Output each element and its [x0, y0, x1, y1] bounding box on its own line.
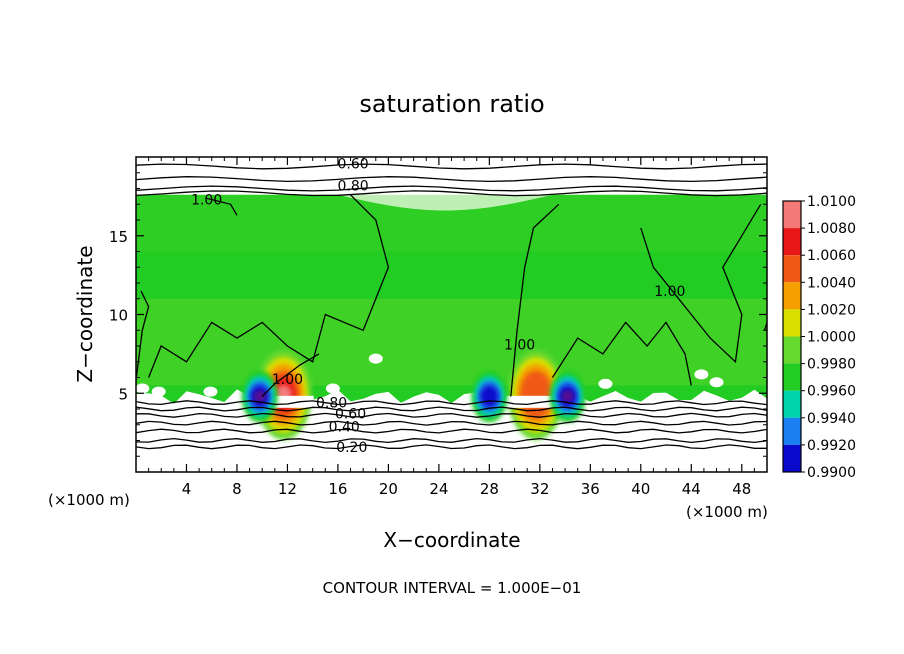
contour-label: 0.60: [335, 407, 366, 423]
x-tick-label: 20: [379, 480, 398, 498]
lower-contour: [136, 437, 767, 444]
x-tick-label: 44: [682, 480, 701, 498]
colorbar-label: 0.9920: [807, 438, 856, 454]
lower-contour: [136, 444, 767, 450]
contour-label: 1.00: [654, 284, 685, 300]
x-tick-label: 16: [328, 480, 347, 498]
contour-one: [510, 203, 560, 397]
colorbar-label: 1.0040: [807, 275, 856, 291]
colorbar-label: 0.9980: [807, 357, 856, 373]
colorbar-label: 0.9900: [807, 465, 856, 481]
x-tick-label: 40: [631, 480, 650, 498]
x-axis-label: X−coordinate: [383, 528, 520, 552]
dry-patch: [151, 386, 166, 397]
dry-patch: [709, 377, 724, 388]
colorbar-swatch: [783, 255, 801, 283]
saturated-layer: [136, 194, 767, 404]
x-tick-label: 12: [278, 480, 297, 498]
colorbar-label: 1.0060: [807, 248, 856, 264]
y-tick-label: 5: [118, 385, 128, 403]
contour-labels: 0.600.801.001.001.001.000.800.600.400.20: [191, 156, 685, 456]
contour-one: [261, 353, 320, 397]
upper-field-shade: [136, 194, 767, 252]
x-tick-label: 32: [530, 480, 549, 498]
colorbar-swatch: [783, 363, 801, 391]
contour-one: [136, 290, 150, 381]
lower-contour: [136, 400, 767, 406]
colorbar-swatch: [783, 336, 801, 364]
x-tick-label: 8: [232, 480, 242, 498]
x-tick-label: 28: [480, 480, 499, 498]
contour-one: [147, 194, 390, 378]
subsaturation-peak: [561, 390, 574, 403]
lower-contour: [136, 420, 767, 426]
colorbar-label: 1.0100: [807, 194, 856, 210]
upper-contour: [136, 163, 767, 170]
colorbar-label: 1.0000: [807, 330, 856, 346]
x-tick-label: 4: [182, 480, 192, 498]
lower-contour: [136, 412, 767, 418]
contour-label: 1.00: [504, 337, 535, 353]
contour-one: [640, 203, 762, 364]
x-tick-label: 24: [429, 480, 448, 498]
supersaturation-peak: [520, 370, 553, 419]
dry-patch: [136, 383, 150, 394]
colorbar-swatch: [783, 309, 801, 337]
y-axis-label: Z−coordinate: [73, 245, 97, 382]
lower-contour: [136, 406, 767, 412]
dry-patch: [694, 369, 709, 380]
contour-label: 0.20: [336, 440, 367, 456]
lower-contour: [136, 428, 767, 434]
contour-label: 0.40: [329, 419, 360, 435]
colorbar-swatch: [783, 228, 801, 256]
colorbar-swatch: [783, 417, 801, 445]
contour-interval-note: CONTOUR INTERVAL = 1.000E−01: [323, 579, 582, 597]
colorbar: 1.0100 1.0080 1.0060 1.0040 1.0020 1.0000 0.99…: [782, 194, 856, 481]
lower-field-shade: [136, 298, 767, 386]
y-tick-label: 10: [109, 307, 128, 325]
dry-patch: [325, 383, 340, 394]
colorbar-label: 1.0020: [807, 302, 856, 318]
x-tick-label: 36: [581, 480, 600, 498]
contour-label: 0.80: [337, 178, 368, 194]
colorbar-swatch: [783, 201, 801, 229]
upper-contour: [136, 185, 767, 192]
colorbar-label: 0.9960: [807, 384, 856, 400]
colorbar-label: 0.9940: [807, 411, 856, 427]
contour-label: 0.80: [316, 396, 347, 412]
y-tick-label: 15: [109, 228, 128, 246]
dry-patch: [203, 386, 218, 397]
upper-contour: [136, 176, 767, 183]
x-units-right: (×1000 m): [686, 503, 768, 521]
subsaturation-peak: [480, 385, 499, 408]
x-units-left: (×1000 m): [48, 491, 130, 509]
dry-patch: [368, 353, 383, 364]
contour-label: 0.60: [337, 156, 368, 172]
colorbar-label: 1.0080: [807, 221, 856, 237]
contour-label: 1.00: [191, 193, 222, 209]
dry-patch: [598, 378, 613, 389]
colorbar-swatch: [783, 282, 801, 310]
contour-label: 1.00: [272, 372, 303, 388]
chart-title: saturation ratio: [359, 90, 544, 118]
saturation-field: [136, 194, 767, 440]
plot-area: [136, 157, 767, 472]
x-tick-label: 48: [732, 480, 751, 498]
contour-one: [551, 321, 692, 386]
contour-one: [205, 197, 238, 216]
colorbar-swatch: [783, 390, 801, 418]
subsaturation-peak: [253, 390, 266, 403]
contour-lines: [136, 163, 767, 450]
colorbar-swatch: [783, 444, 801, 472]
upper-contour: [136, 190, 767, 197]
